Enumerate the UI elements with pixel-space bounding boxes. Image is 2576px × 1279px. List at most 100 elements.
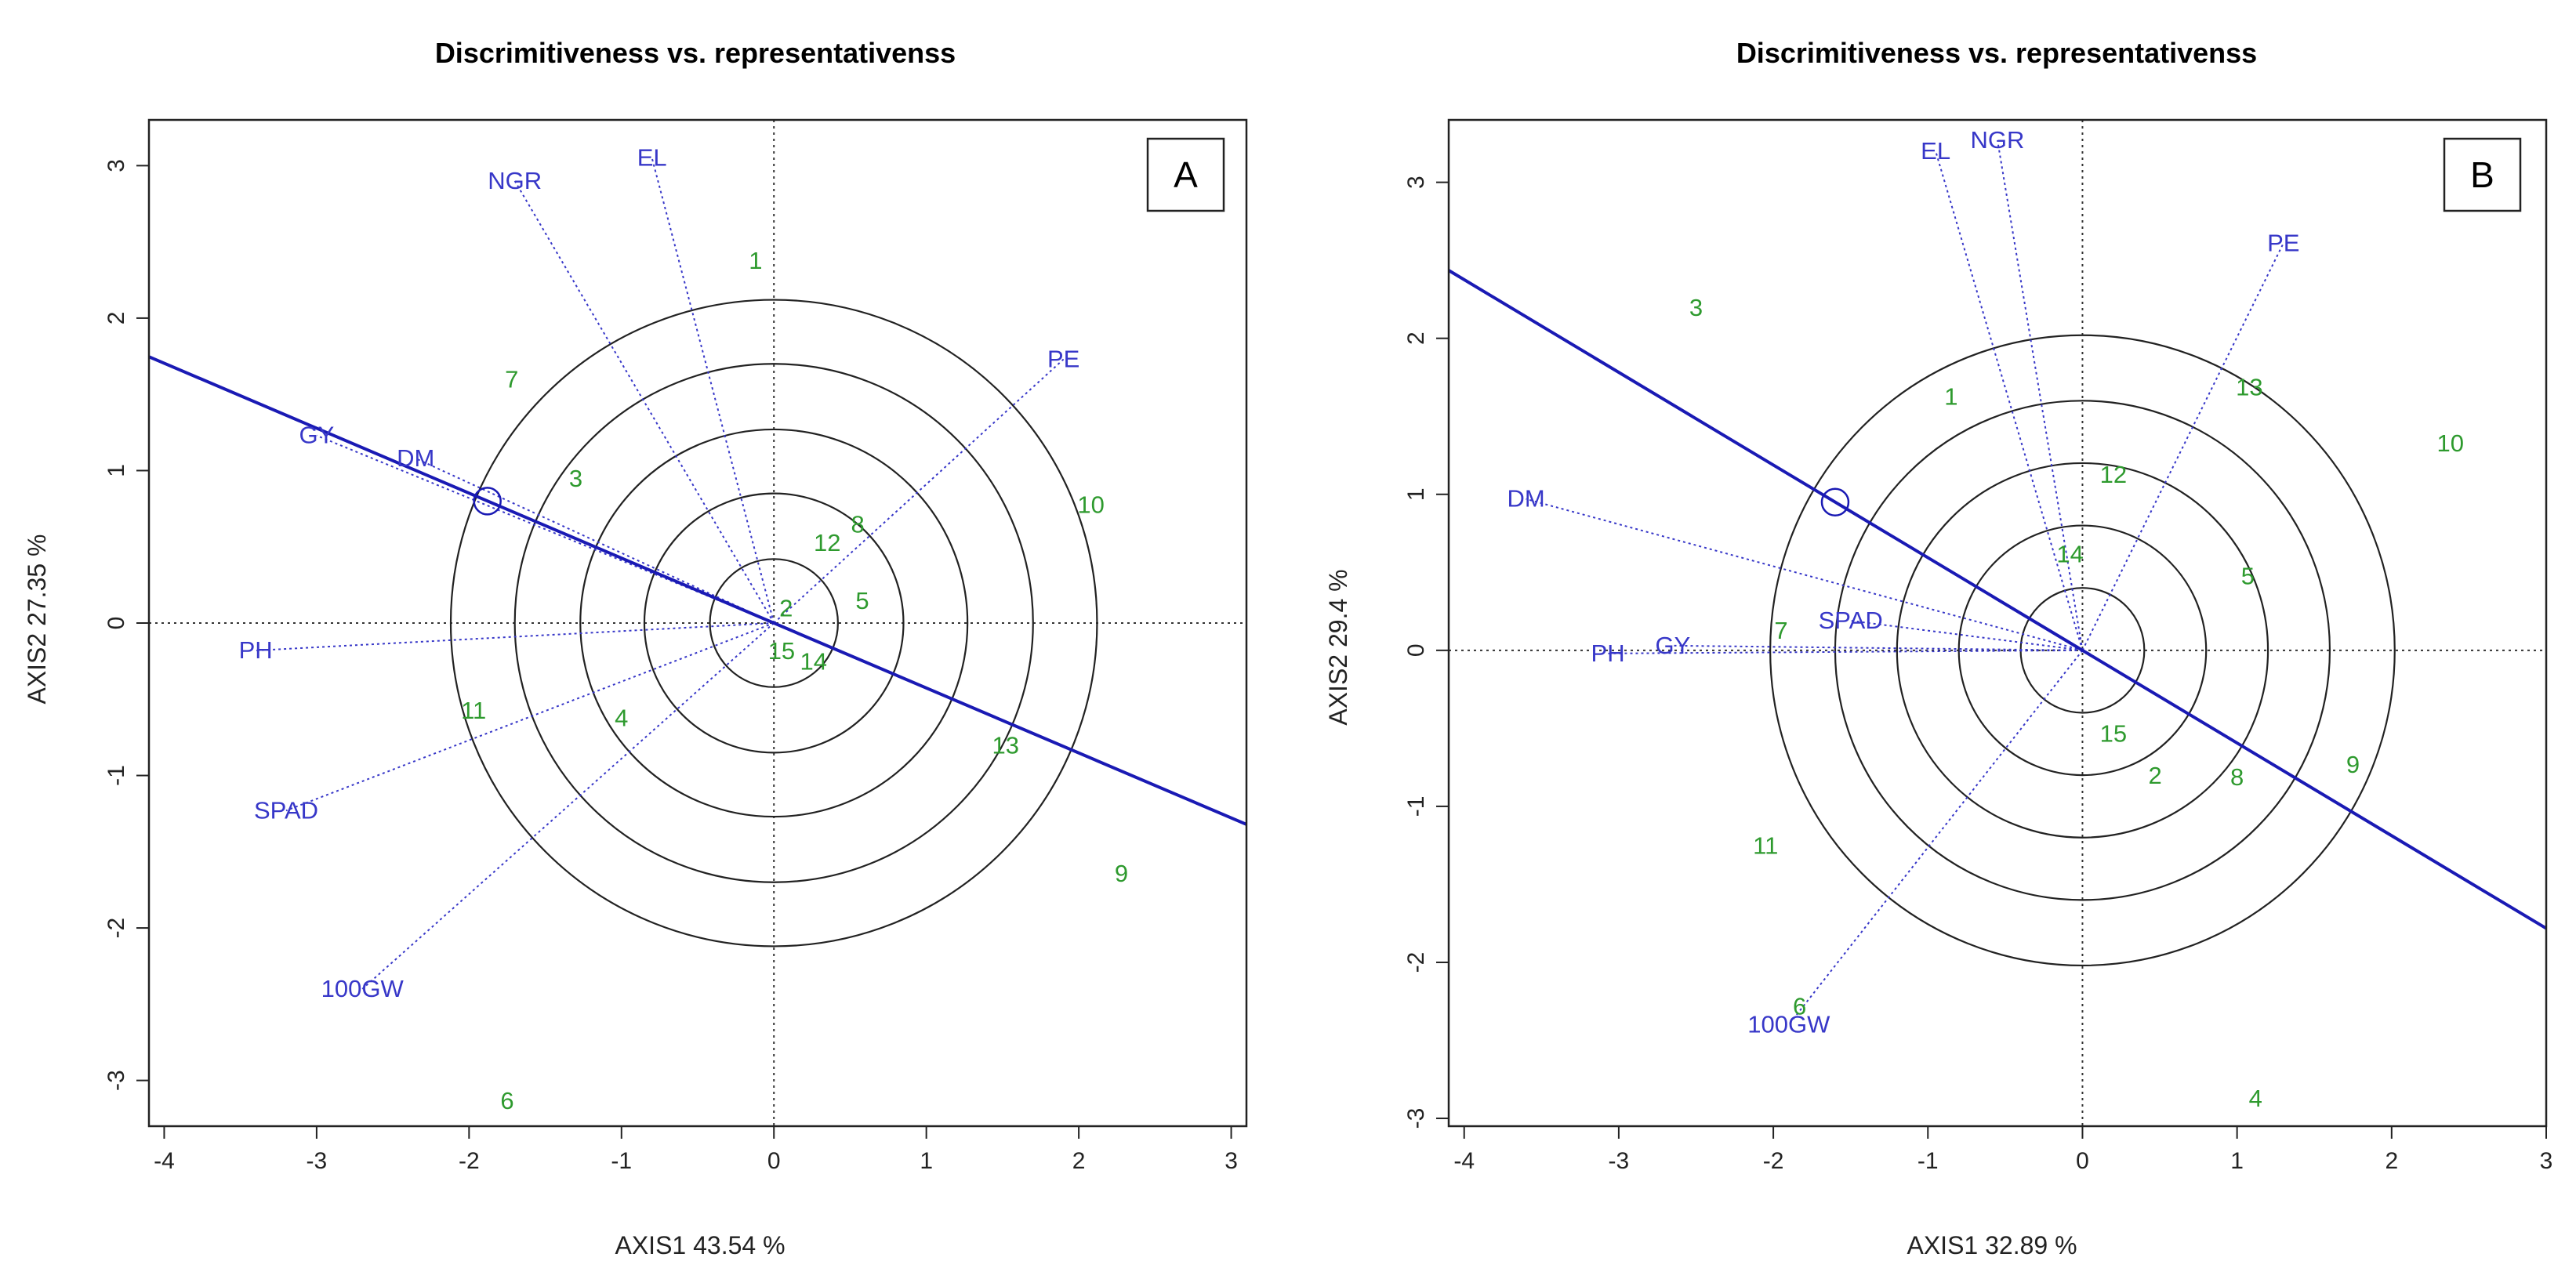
panel-label: A [1174,154,1198,195]
x-tick-label: 2 [2385,1148,2398,1174]
trait-label: NGR [488,167,542,194]
trait-vector [1608,649,2083,654]
trait-label: 100GW [1747,1011,1830,1038]
genotype-label: 9 [2346,751,2360,778]
genotype-label: 5 [855,587,869,614]
x-tick-label: -2 [1763,1148,1784,1174]
genotype-label: 2 [2149,762,2162,789]
trait-label: NGR [1971,126,2025,154]
plot-area [1449,120,2546,1126]
y-tick-label: 0 [1403,643,1429,657]
y-tick-label: -1 [1403,796,1429,817]
genotype-label: 7 [1774,617,1787,644]
y-tick-label: 1 [1403,487,1429,501]
x-tick-label: 0 [2076,1148,2089,1174]
trait-vector [1788,650,2084,1026]
trait-label: PE [1047,345,1079,372]
x-tick-label: 3 [2540,1148,2553,1174]
chart-title: Discrimitiveness vs. representativenss [435,37,956,69]
trait-label: PH [1591,640,1625,667]
trait-label: SPAD [254,796,318,824]
x-tick-label: 2 [1072,1148,1086,1174]
panel-a: NGRELPEGYDMPHSPAD100GW123456789101112131… [103,118,1248,1174]
x-tick-label: 1 [2230,1148,2244,1174]
trait-vector [256,622,775,652]
x-tick-label: 1 [920,1148,933,1174]
concentric-circle [513,363,1034,883]
trait-vector [2081,242,2284,651]
x-tick-label: -3 [307,1148,328,1174]
trait-label: DM [1507,485,1544,513]
trait-vector [1672,644,2083,651]
genotype-label: 13 [992,732,1019,759]
genotype-label: 4 [2249,1085,2262,1112]
x-tick-label: -4 [1453,1148,1475,1174]
x-tick-label: -1 [611,1148,632,1174]
average-environment-marker [1820,487,1850,516]
average-environment-marker [473,487,502,516]
panel-label-box [2443,137,2522,212]
concentric-circle [1769,334,2396,967]
y-tick-label: 2 [103,312,129,325]
genotype-label: 5 [2241,562,2255,589]
genotype-label: 1 [1944,382,1957,410]
trait-vector [651,158,775,624]
y-axis-title: AXIS2 27.35 % [23,534,51,704]
trait-label: 100GW [321,975,405,1002]
x-tick-label: -2 [459,1148,480,1174]
trait-label: DM [397,444,434,472]
y-tick-label: 3 [103,159,129,172]
genotype-label: 15 [2100,719,2127,747]
genotype-label: 15 [768,637,795,665]
genotype-label: 11 [461,697,486,724]
genotype-label: 7 [505,366,518,393]
chart-title: Discrimitiveness vs. representativenss [1736,37,2257,69]
x-tick-label: 0 [767,1148,781,1174]
x-axis-title: AXIS1 32.89 % [1907,1231,2077,1259]
trait-vector [1850,620,2083,651]
trait-vector [1997,139,2084,651]
y-tick-label: 2 [1403,332,1429,345]
y-tick-label: -3 [1403,1108,1429,1129]
genotype-label: 14 [2056,540,2083,567]
genotype-label: 3 [1689,294,1703,321]
panel-label-box [1146,137,1225,212]
concentric-circle [1896,462,2269,839]
trait-label: GY [1656,632,1691,659]
genotype-label: 8 [851,511,865,538]
x-tick-label: -1 [1917,1148,1939,1174]
concentric-circle [643,492,905,754]
genotype-label: 6 [1793,993,1806,1020]
panel-label: B [2470,154,2494,195]
genotype-label: 10 [1077,491,1104,518]
x-tick-label: -3 [1609,1148,1630,1174]
genotype-label: 13 [2236,373,2262,400]
x-tick-label: -4 [154,1148,175,1174]
y-tick-label: -2 [103,918,129,939]
plot-area [149,120,1246,1126]
y-tick-label: 3 [1403,176,1429,189]
genotype-label: 10 [2437,429,2464,457]
average-environment-axis [1449,269,2546,930]
plot-frame [1447,118,2548,1128]
concentric-circle [709,558,839,688]
genotype-label: 11 [1753,832,1778,860]
genotype-label: 12 [814,529,840,556]
genotype-label: 8 [2230,763,2244,791]
x-tick-label: 3 [1225,1148,1238,1174]
concentric-circle [1834,400,2331,901]
genotype-label: 12 [2100,461,2127,488]
trait-label: PE [2267,229,2299,256]
genotype-label: 9 [1115,860,1128,887]
genotype-label: 14 [800,648,827,676]
trait-label: SPAD [1819,607,1883,634]
concentric-circle [1957,524,2208,777]
x-axis-title: AXIS1 43.54 % [615,1231,785,1259]
y-tick-label: 0 [103,617,129,630]
trait-vector [1935,150,2084,651]
trait-vector [361,622,775,990]
y-axis-title: AXIS2 29.4 % [1324,569,1352,725]
genotype-label: 3 [569,465,582,492]
